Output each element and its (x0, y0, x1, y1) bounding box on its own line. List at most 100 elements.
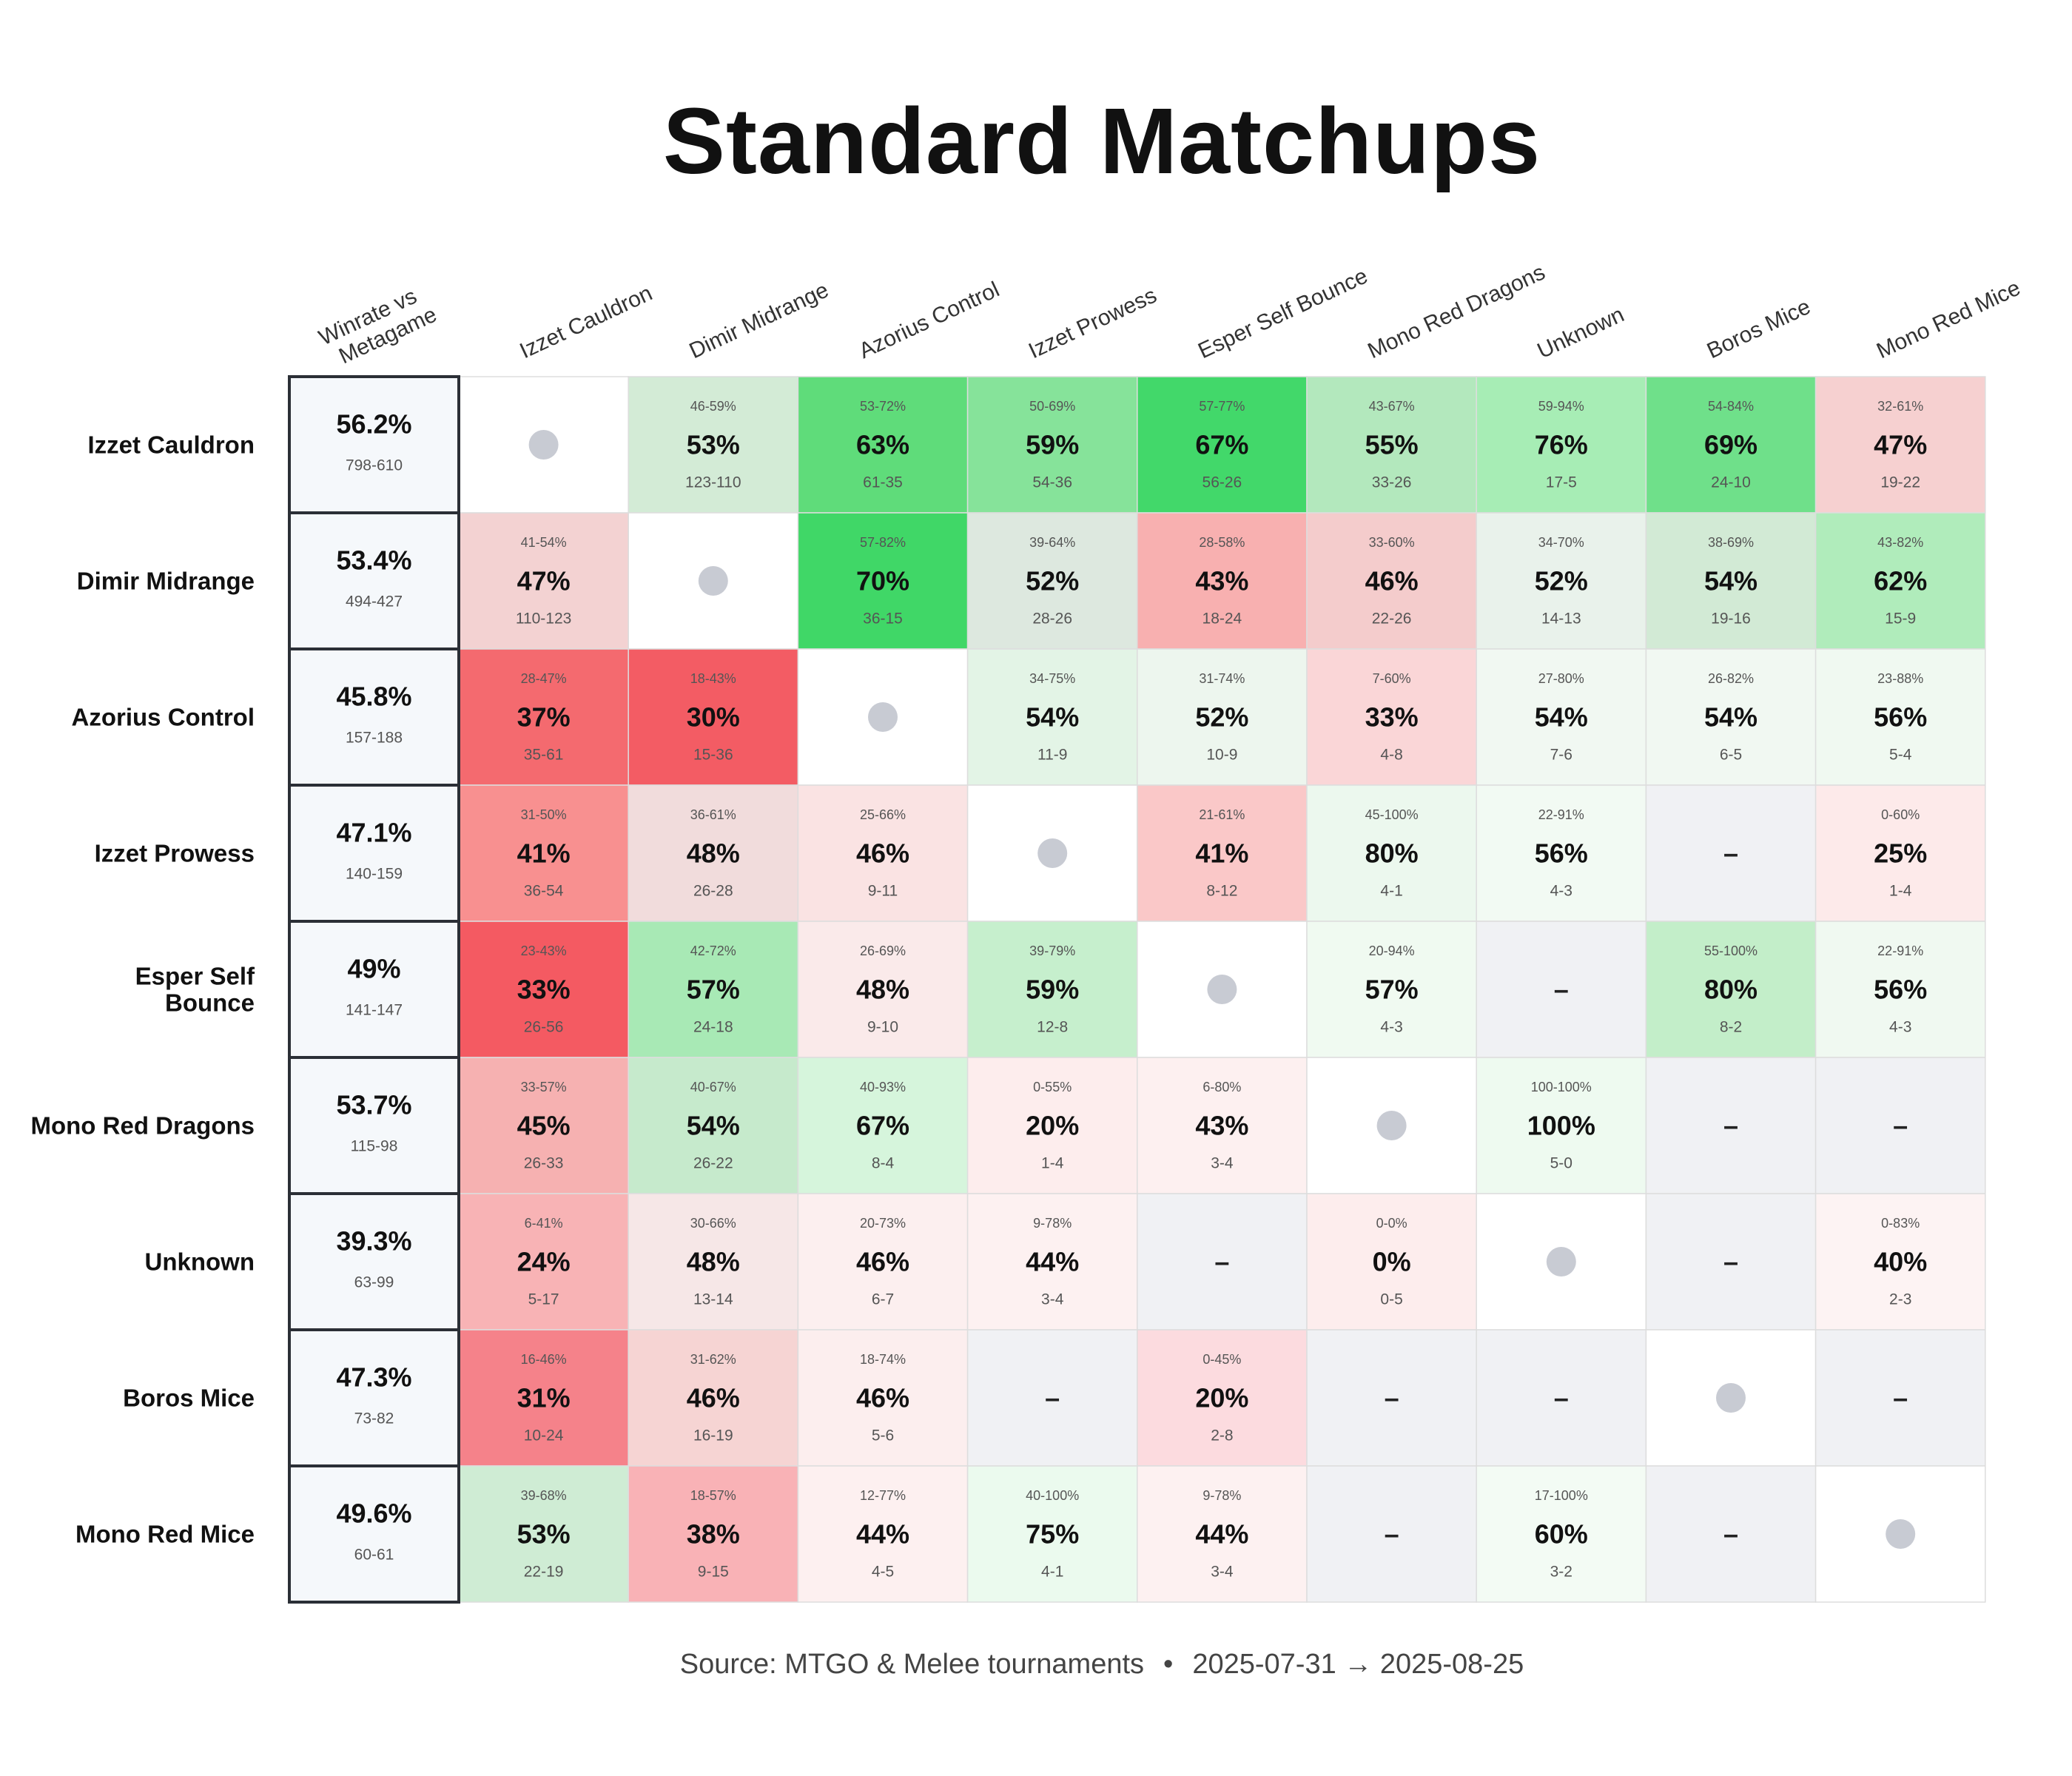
matchup-record: 8-12 (1206, 883, 1237, 900)
confidence-interval: 28-58% (1199, 535, 1245, 550)
matchup-winrate: 48% (687, 1247, 740, 1277)
column-header: Izzet Cauldron (516, 281, 656, 364)
column-header-label: Winrate vsMetagame (315, 280, 440, 374)
confidence-interval: 9-78% (1202, 1488, 1241, 1503)
column-header-label: Izzet Cauldron (516, 281, 656, 364)
matchup-winrate: 31% (517, 1383, 571, 1413)
matchup-cell (1306, 512, 1477, 650)
no-data-dash: – (1045, 1383, 1060, 1413)
confidence-interval: 26-82% (1708, 671, 1754, 686)
matchup-record: 4-1 (1380, 883, 1402, 900)
overall-winrate: 45.8% (336, 682, 411, 712)
matchup-winrate: 46% (856, 1247, 909, 1277)
confidence-interval: 39-79% (1029, 944, 1075, 958)
confidence-interval: 18-74% (860, 1352, 906, 1367)
overall-record: 157-188 (346, 730, 403, 747)
matchup-winrate: 46% (687, 1383, 740, 1413)
row-label: Izzet Prowess (95, 840, 255, 867)
confidence-interval: 23-43% (521, 944, 567, 958)
mirror-dot-icon (1207, 975, 1237, 1004)
matchup-record: 28-26 (1032, 610, 1072, 628)
matchup-record: 2-8 (1211, 1427, 1233, 1444)
confidence-interval: 50-69% (1029, 399, 1075, 414)
overall-record: 141-147 (346, 1002, 403, 1019)
no-data-cell (966, 1329, 1138, 1467)
overall-cell (289, 1466, 459, 1602)
matchup-winrate: 41% (517, 838, 571, 869)
matchup-cell (1476, 1465, 1647, 1603)
matchup-cell (1137, 1329, 1308, 1467)
row-label: Unknown (145, 1248, 255, 1276)
matchup-cell (966, 648, 1138, 786)
matchup-cell (628, 1057, 799, 1194)
matchup-cell (966, 1057, 1138, 1194)
column-header-label: Esper Self Bounce (1194, 263, 1371, 363)
matchup-winrate: 76% (1535, 430, 1588, 460)
confidence-interval: 55-100% (1704, 944, 1758, 958)
overall-cell-border (288, 1464, 460, 1604)
matchup-cell (797, 1465, 969, 1603)
matchup-record: 123-110 (685, 474, 741, 491)
matchup-record: 4-3 (1889, 1019, 1911, 1036)
matchup-record: 56-26 (1202, 474, 1242, 491)
mirror-dot-icon (528, 430, 559, 460)
overall-cell (289, 1057, 459, 1194)
row-label: Esper Self (135, 963, 255, 990)
confidence-interval: 21-61% (1199, 807, 1245, 822)
row-label: Mono Red Dragons (31, 1112, 255, 1140)
no-data-dash: – (1723, 1111, 1738, 1141)
matchup-record: 9-10 (867, 1019, 898, 1036)
matchup-cell (458, 1329, 629, 1467)
matchup-cell (458, 648, 629, 786)
no-data-cell (1306, 1329, 1477, 1467)
overall-winrate: 47.3% (336, 1362, 411, 1393)
matchup-cell (1306, 784, 1477, 922)
overall-winrate: 53.7% (336, 1090, 411, 1120)
overall-winrate: 49.6% (336, 1498, 411, 1529)
overall-record: 115-98 (351, 1138, 398, 1155)
matchup-winrate: 20% (1195, 1383, 1248, 1413)
matchup-cell (797, 376, 969, 514)
matchup-record: 10-24 (524, 1427, 564, 1444)
matchup-cell (1814, 1193, 1986, 1331)
matchup-winrate: 43% (1195, 566, 1248, 596)
no-data-cell (1814, 1057, 1986, 1194)
matchup-cell (1645, 512, 1817, 650)
matchup-winrate: 56% (1874, 975, 1927, 1005)
matchup-winrate: 54% (687, 1111, 740, 1141)
matchup-winrate: 54% (1026, 702, 1079, 733)
matchup-winrate: 44% (1026, 1247, 1079, 1277)
overall-winrate: 47.1% (336, 818, 411, 848)
matchup-winrate: 0% (1373, 1247, 1411, 1277)
confidence-interval: 20-73% (860, 1216, 906, 1231)
overall-winrate: 39.3% (336, 1226, 411, 1257)
column-header: Esper Self Bounce (1194, 263, 1371, 363)
overall-winrate: 49% (347, 954, 400, 984)
column-header: Mono Red Mice (1873, 276, 2024, 364)
no-data-cell (1476, 1329, 1647, 1467)
matchup-cell (1476, 512, 1647, 650)
confidence-interval: 53-72% (860, 399, 906, 414)
no-data-dash: – (1554, 1383, 1569, 1413)
matchup-record: 26-56 (524, 1019, 564, 1036)
matchup-record: 9-11 (868, 883, 898, 900)
matchup-winrate: 53% (517, 1519, 571, 1550)
matchup-cell (966, 1465, 1138, 1603)
matchup-record: 3-2 (1550, 1564, 1572, 1581)
matchup-winrate: 80% (1365, 838, 1419, 869)
no-data-dash: – (1723, 838, 1738, 869)
confidence-interval: 23-88% (1877, 671, 1923, 686)
matchup-cell (628, 1329, 799, 1467)
matchup-record: 24-18 (693, 1019, 733, 1036)
confidence-interval: 54-84% (1708, 399, 1754, 414)
confidence-interval: 40-100% (1026, 1488, 1079, 1503)
matchup-cell (1645, 921, 1817, 1058)
matchup-cell (628, 1465, 799, 1603)
mirror-dot-icon (1716, 1383, 1746, 1413)
confidence-interval: 42-72% (690, 944, 736, 958)
matchup-record: 15-36 (693, 747, 733, 764)
matchup-cell (1476, 376, 1647, 514)
matchup-winrate: 46% (1365, 566, 1419, 596)
column-header: Izzet Prowess (1025, 283, 1160, 363)
confidence-interval: 33-57% (521, 1080, 567, 1094)
